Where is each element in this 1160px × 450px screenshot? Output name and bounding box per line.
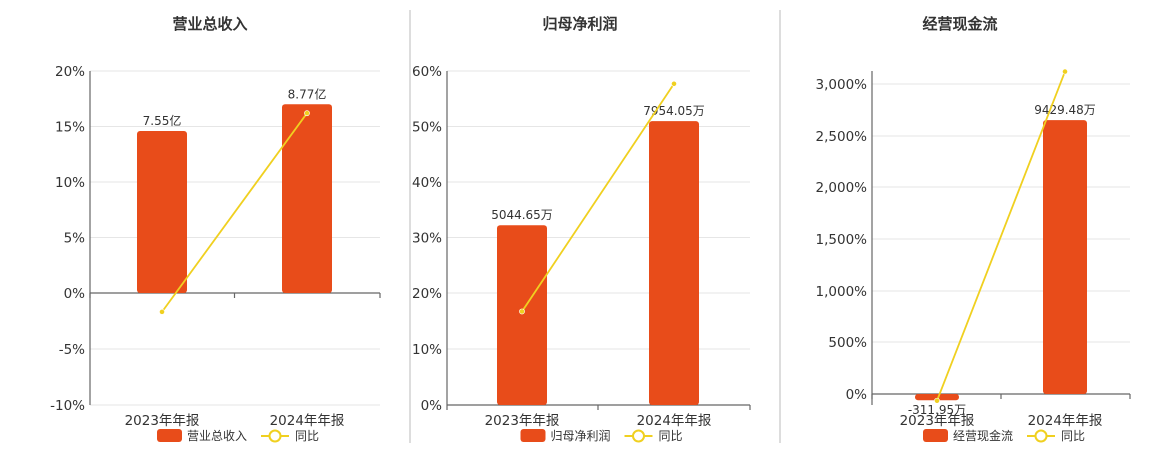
bar [282,104,332,293]
y-tick-label: 40% [412,175,442,191]
y-tick-label: 0% [64,286,86,302]
x-category-label: 2023年年报 [900,413,975,429]
x-category-label: 2024年年报 [637,413,712,429]
y-tick-label: 10% [412,342,442,358]
yoy-line [936,71,1066,402]
y-tick-label: 0% [846,387,868,403]
bar-data-label: 5044.65万 [491,208,553,222]
y-tick-label: 15% [55,120,85,136]
y-tick-label: 50% [412,120,442,136]
y-tick-label: 1,500% [816,232,868,248]
legend-line-label: 同比 [1061,429,1085,443]
legend: 归母净利润 同比 [520,429,683,443]
bar-data-label: 8.77亿 [288,86,327,101]
bar [649,121,699,405]
bar-data-label: 7.55亿 [143,113,182,128]
y-tick-label: 30% [412,231,442,247]
yoy-line [521,83,675,312]
chart-panel-2: 归母净利润60%50%40%30%20%10%0%5044.65万7954.05… [412,15,751,443]
yoy-line [161,112,308,313]
legend-bar-swatch [923,429,948,442]
legend-line-marker [1034,429,1048,443]
bar-data-label: -311.95万 [908,403,966,417]
y-tick-label: 2,000% [816,180,868,196]
legend: 经营现金流 同比 [923,428,1085,443]
y-tick-label: 20% [55,64,85,80]
legend-line-label: 同比 [295,429,319,443]
y-tick-label: 2,500% [816,129,868,145]
chart-title: 营业总收入 [172,15,247,33]
yoy-point [159,308,165,315]
x-category-label: 2023年年报 [485,413,560,429]
chart-title: 经营现金流 [922,15,997,33]
legend-line-label: 同比 [659,429,683,443]
x-category-label: 2023年年报 [125,413,200,429]
chart-title: 归母净利润 [542,15,617,33]
bar [1043,120,1087,395]
legend-bar-label: 经营现金流 [953,428,1013,443]
yoy-point [671,80,677,87]
legend-bar-swatch [157,429,182,442]
y-tick-label: 3,000% [816,77,868,93]
y-tick-label: 1,000% [816,284,868,300]
y-tick-label: 0% [421,398,443,414]
y-tick-label: -5% [59,342,85,358]
y-tick-label: 500% [828,335,867,351]
legend-bar-label: 归母净利润 [551,429,611,443]
x-category-label: 2024年年报 [1028,413,1103,429]
legend-bar-label: 营业总收入 [187,429,247,443]
yoy-point [519,308,525,315]
chart-panel-3: 经营现金流 3,000% 2,500% 2,000% 1,500% 1,000% 500% 0… [816,15,1131,443]
legend-line-marker [632,429,645,443]
legend: 营业总收入 同比 [157,429,319,443]
yoy-point [934,397,940,404]
y-tick-label: 10% [55,175,85,191]
chart-panel-1: 营业总收入 20% 15% 10% 5% 0% -5% -10% 7.55亿 8.77亿 2023年… [50,15,381,443]
yoy-point [304,110,310,117]
bar [497,225,547,405]
bar [915,394,959,401]
y-tick-label: 60% [412,64,442,80]
y-tick-label: 20% [412,286,442,302]
y-tick-label: 5% [64,231,86,247]
bar [137,130,187,293]
y-tick-label: -10% [50,398,85,414]
bar-data-label: 9429.48万 [1034,103,1096,117]
legend-line-marker [268,429,282,443]
x-category-label: 2024年年报 [270,413,345,429]
yoy-point [1062,68,1068,75]
legend-bar-swatch [520,429,546,442]
